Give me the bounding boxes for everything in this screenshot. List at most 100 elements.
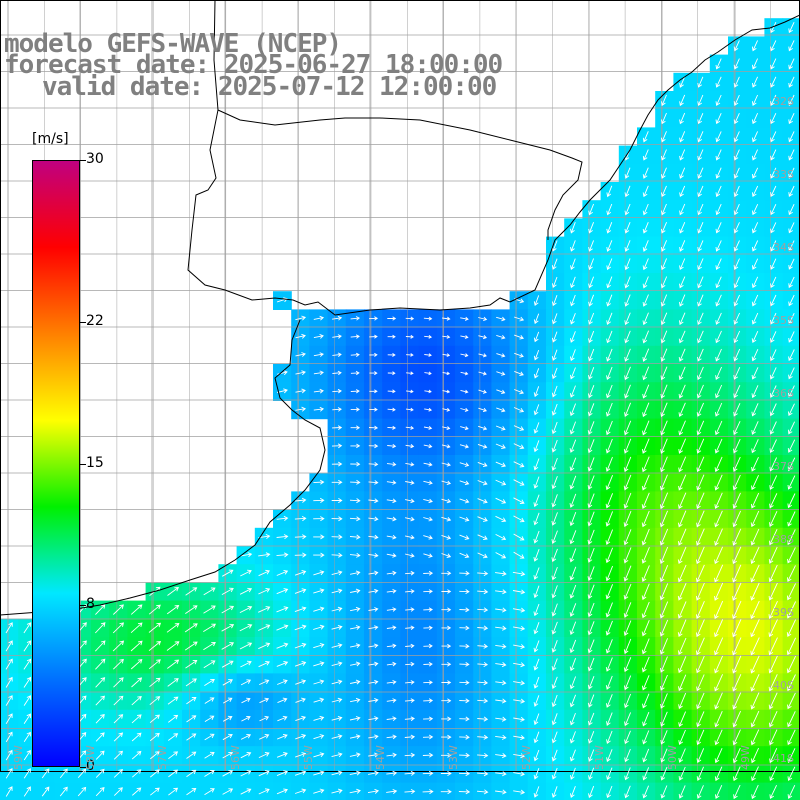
wind-arrow [332, 370, 342, 376]
wind-arrow [660, 420, 668, 436]
wind-arrow [95, 604, 106, 615]
longitude-label: 56W [229, 745, 242, 770]
wind-arrow [513, 425, 525, 431]
wind-arrow [715, 294, 722, 307]
wind-arrow [551, 548, 558, 563]
wind-arrow [768, 546, 778, 564]
wind-arrow [697, 312, 704, 325]
wind-arrow [569, 493, 577, 508]
wind-arrow [570, 313, 576, 325]
wind-arrow [331, 443, 343, 449]
wind-arrow [386, 679, 397, 685]
wind-arrow [714, 748, 723, 764]
colorbar-tick-label: 30 [86, 151, 104, 167]
wind-arrow [696, 420, 705, 436]
wind-arrow [751, 457, 759, 472]
wind-arrow [587, 584, 595, 600]
wind-arrow [696, 655, 705, 674]
longitude-label: 49W [739, 745, 752, 770]
wind-arrow [5, 695, 13, 706]
wind-arrow [222, 679, 233, 686]
wind-arrow [641, 620, 650, 637]
wind-arrow [787, 511, 796, 527]
wind-arrow [368, 734, 379, 740]
wind-arrow [313, 516, 325, 522]
wind-arrow [751, 385, 759, 399]
wind-arrow [605, 402, 613, 417]
wind-arrow [770, 131, 777, 143]
colorbar-tick-mark [80, 767, 86, 768]
wind-arrow [350, 407, 360, 412]
wind-arrow [405, 643, 415, 649]
longitude-label: 54W [374, 745, 387, 770]
wind-arrow [460, 371, 469, 376]
wind-arrow [551, 621, 558, 635]
wind-arrow [788, 131, 795, 143]
wind-arrow [59, 786, 68, 797]
wind-arrow [294, 588, 307, 594]
wind-arrow [150, 751, 160, 760]
wind-arrow [513, 735, 525, 741]
latitude-label: 36S [773, 387, 794, 400]
wind-arrow [569, 621, 577, 635]
wind-arrow [588, 330, 595, 344]
wind-arrow [659, 510, 669, 528]
wind-arrow [331, 770, 343, 776]
wind-arrow [551, 439, 558, 453]
wind-arrow [295, 406, 307, 412]
wind-arrow [733, 149, 740, 161]
wind-arrow [569, 639, 577, 654]
wind-arrow [95, 786, 105, 797]
wind-arrow [642, 131, 649, 143]
wind-arrow [569, 439, 577, 453]
wind-arrow [186, 751, 197, 759]
wind-arrow [659, 638, 669, 655]
wind-arrow [788, 204, 795, 216]
wind-arrow [386, 788, 398, 794]
wind-arrow [441, 498, 452, 504]
wind-arrow [605, 565, 614, 582]
wind-arrow [733, 276, 740, 289]
wind-arrow [533, 404, 540, 416]
colorbar [32, 160, 80, 767]
wind-arrow [624, 730, 631, 745]
wind-arrow [349, 716, 361, 721]
wind-arrow [750, 655, 760, 674]
wind-arrow [678, 384, 686, 399]
wind-arrow [696, 729, 705, 746]
wind-arrow [695, 582, 705, 601]
wind-arrow [533, 585, 540, 599]
wind-arrow [442, 334, 451, 339]
wind-arrow [294, 624, 307, 631]
wind-arrow [204, 715, 215, 722]
wind-arrow [368, 516, 379, 522]
wind-arrow [697, 185, 704, 198]
wind-arrow [513, 551, 525, 559]
wind-arrow [495, 571, 507, 577]
wind-arrow [551, 713, 558, 726]
wind-arrow [513, 680, 526, 686]
wind-arrow [695, 619, 705, 638]
wind-arrow [751, 240, 759, 252]
wind-arrow [94, 640, 106, 652]
wind-arrow [239, 624, 253, 632]
wind-arrow [533, 640, 540, 653]
wind-arrow [788, 76, 795, 88]
wind-speed-cell [782, 782, 800, 800]
wind-arrow [587, 566, 595, 581]
wind-arrow [294, 497, 307, 503]
wind-arrow [533, 386, 540, 398]
wind-arrow [313, 388, 324, 394]
wind-arrow [313, 406, 325, 412]
colorbar-tick-mark [80, 160, 86, 161]
wind-arrow [533, 731, 540, 744]
wind-arrow [533, 368, 540, 379]
wind-arrow [294, 570, 307, 576]
wind-arrow [277, 370, 288, 376]
wind-arrow [751, 349, 759, 362]
wind-arrow [276, 642, 289, 649]
wind-arrow [659, 583, 669, 601]
wind-arrow [588, 240, 595, 252]
wind-arrow [240, 679, 252, 686]
wind-arrow [623, 583, 632, 600]
